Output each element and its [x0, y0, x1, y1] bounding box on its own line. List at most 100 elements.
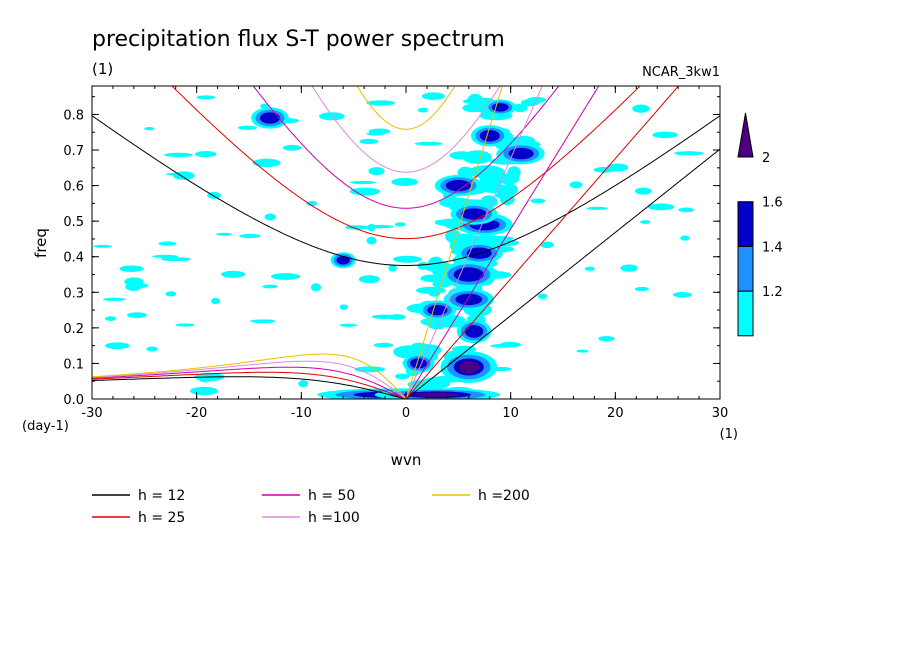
y-tick-label: 0.6 — [63, 180, 84, 195]
contour-patch — [366, 236, 377, 245]
y-tick-label: 0.4 — [63, 251, 84, 266]
contour-patch — [507, 166, 521, 180]
contour-patch — [407, 380, 435, 389]
contour-patch — [144, 127, 155, 131]
colorbar-label: 1.2 — [762, 285, 783, 300]
x-tick-label: 30 — [712, 406, 729, 421]
x-tick-label: -20 — [186, 406, 207, 421]
x-axis-label: wvn — [391, 451, 422, 469]
legend-label: h = 25 — [138, 510, 185, 526]
contour-patch — [318, 112, 345, 121]
dispersion-curve — [92, 353, 407, 399]
dispersion-curve — [405, 86, 503, 399]
dispersion-curve — [405, 86, 680, 399]
contour-patch — [409, 347, 440, 355]
contour-patch — [640, 220, 651, 224]
contour-patch — [237, 125, 257, 130]
contour-patch — [104, 342, 130, 350]
contour-patch — [508, 147, 534, 160]
contour-patch — [196, 95, 216, 100]
contour-patch — [310, 283, 322, 292]
y-tick-label: 0.1 — [63, 357, 84, 372]
contour-patch — [584, 266, 595, 271]
colorbar-segment — [737, 245, 754, 292]
contour-patch — [373, 342, 394, 348]
y-tick-label: 0.8 — [63, 108, 84, 123]
contour-patch — [262, 284, 278, 289]
contour-patch — [349, 180, 376, 185]
y-tick-label: 0.2 — [63, 322, 84, 337]
contour-patch — [394, 373, 410, 380]
contour-patch — [598, 335, 615, 342]
contour-patch — [160, 257, 191, 262]
contour-patch — [239, 233, 261, 238]
contour-patch — [152, 254, 179, 259]
contour-patch — [394, 222, 406, 227]
contour-patch — [680, 235, 690, 241]
contour-patch — [366, 132, 385, 136]
colorbar-segment — [737, 290, 754, 337]
contour-patch — [250, 319, 276, 323]
dispersion-curves — [92, 86, 720, 399]
contour-patch — [634, 187, 652, 195]
dispersion-curve — [356, 86, 456, 130]
contour-patch — [678, 207, 695, 213]
contour-patch — [306, 200, 318, 207]
y-axis-label: freq — [32, 228, 50, 258]
legend: h = 12 h = 25 h = 50 h =100 h =200 — [92, 488, 530, 526]
contour-patch — [366, 100, 396, 106]
contour-patch — [127, 312, 147, 319]
contour-patch — [211, 297, 221, 305]
contour-patch — [194, 150, 217, 158]
contour-patch — [445, 229, 461, 243]
contour-patch — [414, 392, 461, 398]
contour-patch — [119, 265, 144, 272]
contour-patch — [632, 104, 650, 113]
contour-patch — [512, 103, 528, 113]
contour-patch — [339, 304, 349, 310]
x-axis: -30 -20 -10 0 10 20 30 — [81, 86, 728, 421]
contour-patch — [391, 177, 418, 186]
contour-patch — [576, 349, 589, 353]
contour-patch — [158, 241, 177, 246]
contour-patch — [464, 325, 484, 338]
x-tick-label: 0 — [402, 406, 410, 421]
contour-patch — [264, 213, 276, 221]
contour-patch — [220, 270, 246, 278]
contour-patch — [282, 144, 302, 151]
contour-patch — [673, 151, 704, 156]
contour-patch — [93, 244, 113, 248]
contour-patch — [620, 264, 638, 272]
contour-patch — [146, 346, 158, 352]
x-tick-label: 10 — [502, 406, 519, 421]
colorbar-arrow — [737, 112, 754, 158]
dispersion-curve — [405, 86, 543, 399]
contour-patch — [359, 138, 379, 145]
legend-label: h =200 — [478, 488, 530, 504]
contour-patch — [199, 379, 210, 383]
contour-patch — [652, 131, 678, 139]
contour-patch — [105, 316, 117, 321]
contour-patch — [414, 141, 443, 146]
contour-patch — [586, 206, 608, 210]
contour-patch — [499, 194, 515, 206]
contour-patch — [491, 103, 509, 112]
contour-patch — [606, 163, 629, 172]
contour-patch — [490, 343, 515, 348]
dispersion-curve — [252, 86, 560, 209]
y-axis: 0.0 0.1 0.2 0.3 0.4 0.5 0.6 0.7 0.8 — [63, 96, 720, 408]
contour-fills — [93, 92, 704, 399]
x-tick-label: 20 — [607, 406, 624, 421]
contour-patch — [216, 232, 232, 236]
colorbar-label: 2 — [762, 151, 770, 166]
x-tick-label: -30 — [81, 406, 102, 421]
contour-patch — [476, 235, 514, 242]
contour-patch — [259, 112, 280, 124]
contour-patch — [479, 130, 500, 142]
contour-patch — [569, 181, 583, 189]
y-tick-label: 0.5 — [63, 215, 84, 230]
legend-label: h = 12 — [138, 488, 185, 504]
contour-patch — [445, 179, 471, 192]
y-tick-label: 0.7 — [63, 144, 84, 159]
